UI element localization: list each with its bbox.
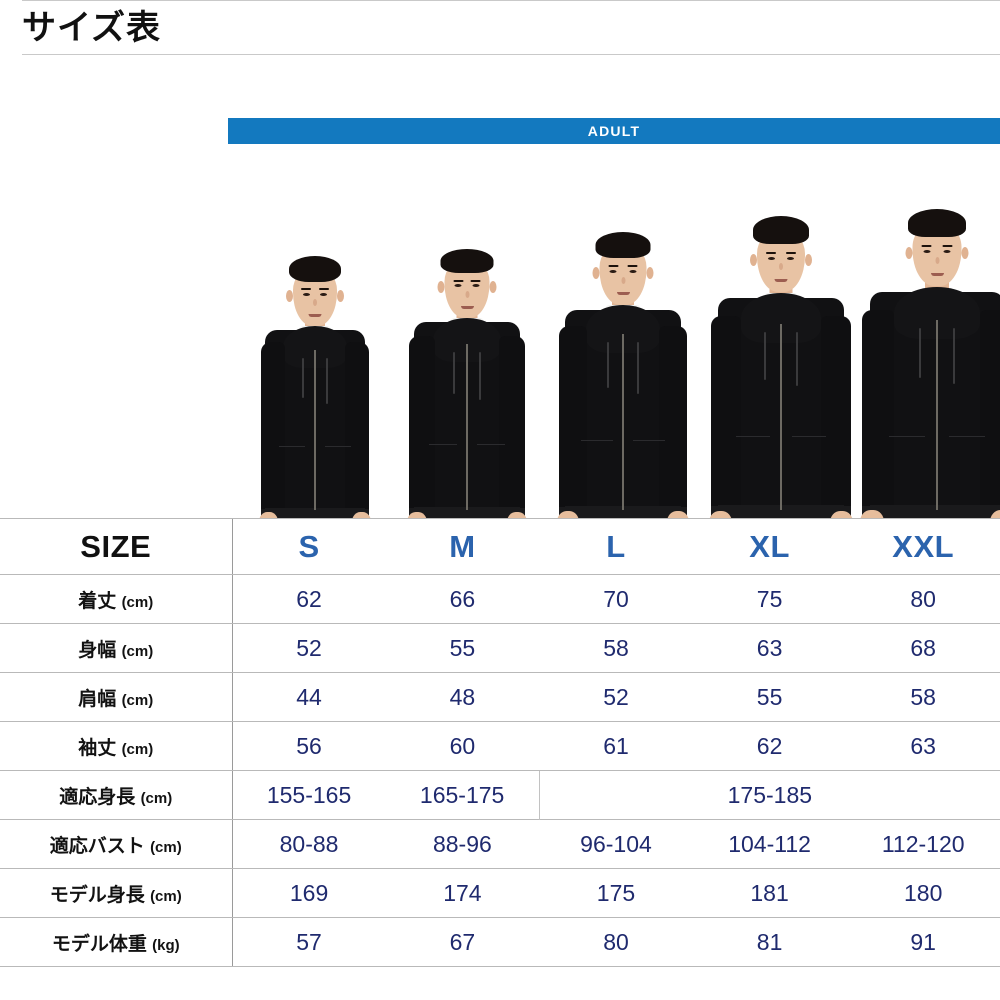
- data-cell: 61: [539, 721, 693, 771]
- row-label-unit: (cm): [150, 887, 182, 905]
- row-label-unit: (cm): [140, 789, 173, 807]
- data-cell: 63: [692, 623, 847, 673]
- row-label-text: モデル身長: [49, 884, 145, 906]
- row-label: 袖丈 (cm): [0, 721, 232, 771]
- row-label-unit: (cm): [121, 691, 154, 709]
- header-cell-s: S: [232, 518, 386, 575]
- header-cell-size: SIZE: [0, 518, 232, 575]
- row-label-text: 肩幅: [78, 688, 117, 710]
- data-cell: 58: [846, 672, 1000, 722]
- data-cell: 58: [539, 623, 693, 673]
- header-cell-l: L: [539, 518, 693, 575]
- header-cell-m: M: [385, 518, 540, 575]
- row-label-text: 着丈: [78, 590, 117, 612]
- data-cell: 155-165: [232, 770, 386, 820]
- table-header-row: SIZE S M L XL XXL: [0, 518, 1000, 575]
- data-cell: 80-88: [232, 819, 386, 869]
- data-cell: 175-185: [538, 770, 1000, 820]
- data-cell: 81: [692, 917, 847, 967]
- data-cell: 180: [846, 868, 1000, 918]
- data-cell: 70: [539, 574, 693, 624]
- data-cell: 80: [846, 574, 1000, 624]
- data-cell: 75: [692, 574, 847, 624]
- data-cell: 62: [232, 574, 386, 624]
- data-cell: 96-104: [539, 819, 693, 869]
- row-label-text: モデル体重: [51, 933, 147, 955]
- page-title: サイズ表: [22, 9, 161, 47]
- table-row: モデル身長 (cm) 169 174 175 181 180: [0, 868, 1000, 918]
- data-cell: 169: [232, 868, 386, 918]
- table-row: 肩幅 (cm) 44 48 52 55 58: [0, 672, 1000, 722]
- table-row: 適応バスト (cm) 80-88 88-96 96-104 104-112 112-120: [0, 819, 1000, 869]
- data-cell: 175: [539, 868, 693, 918]
- adult-banner-label: ADULT: [587, 123, 641, 139]
- row-label: 着丈 (cm): [0, 574, 232, 624]
- data-cell: 52: [539, 672, 693, 722]
- model-photo-xl: [702, 200, 860, 518]
- data-cell: 112-120: [846, 819, 1000, 869]
- row-label-text: 適応バスト: [49, 835, 145, 857]
- data-cell: 48: [385, 672, 540, 722]
- row-label: モデル身長 (cm): [0, 868, 232, 918]
- data-cell: 44: [232, 672, 386, 722]
- model-photo-m: [396, 226, 538, 518]
- data-cell: 66: [385, 574, 540, 624]
- row-label-unit: (cm): [121, 593, 154, 611]
- title-rule-bottom: [22, 54, 1000, 56]
- data-cell: 80: [539, 917, 693, 967]
- data-cell: 104-112: [692, 819, 847, 869]
- table-row: 適応身長 (cm) 155-165 165-175 175-185: [0, 770, 1000, 820]
- data-cell: 63: [846, 721, 1000, 771]
- data-cell: 57: [232, 917, 386, 967]
- row-label-unit: (cm): [121, 642, 154, 660]
- row-label-text: 適応身長: [59, 786, 136, 808]
- row-label-text: 身幅: [78, 639, 117, 661]
- data-cell: 88-96: [385, 819, 540, 869]
- adult-banner: ADULT: [228, 118, 1000, 144]
- table-row: 着丈 (cm) 62 66 70 75 80: [0, 574, 1000, 624]
- title-block: サイズ表: [0, 0, 1000, 56]
- model-photo-xxl: [856, 196, 1000, 518]
- row-label-unit: (cm): [150, 838, 182, 856]
- title-rule-top: [22, 0, 1000, 1]
- model-photo-strip: [228, 150, 1000, 518]
- data-cell: 56: [232, 721, 386, 771]
- data-cell: 91: [846, 917, 1000, 967]
- data-cell: 68: [846, 623, 1000, 673]
- size-table: SIZE S M L XL XXL 着丈 (cm) 62 66 70 75 80 身幅 (cm) 52 55…: [0, 518, 1000, 967]
- header-cell-xxl: XXL: [846, 518, 1000, 575]
- data-cell: 174: [385, 868, 540, 918]
- data-cell: 62: [692, 721, 847, 771]
- data-cell: 67: [385, 917, 540, 967]
- model-photo-s: [246, 238, 384, 518]
- table-row: 身幅 (cm) 52 55 58 63 68: [0, 623, 1000, 673]
- row-label: モデル体重 (kg): [0, 917, 232, 967]
- row-label-text: 袖丈: [78, 737, 117, 759]
- data-cell: 52: [232, 623, 386, 673]
- row-label: 適応バスト (cm): [0, 819, 232, 869]
- data-cell: 55: [385, 623, 540, 673]
- data-cell: 165-175: [385, 770, 540, 820]
- data-cell: 60: [385, 721, 540, 771]
- row-label-unit: (kg): [152, 936, 180, 954]
- table-row: 袖丈 (cm) 56 60 61 62 63: [0, 721, 1000, 771]
- data-cell: 55: [692, 672, 847, 722]
- row-label: 身幅 (cm): [0, 623, 232, 673]
- table-row: モデル体重 (kg) 57 67 80 81 91: [0, 917, 1000, 967]
- row-label-unit: (cm): [121, 740, 154, 758]
- header-cell-xl: XL: [692, 518, 847, 575]
- row-label: 肩幅 (cm): [0, 672, 232, 722]
- row-label: 適応身長 (cm): [0, 770, 232, 820]
- model-photo-l: [548, 212, 698, 518]
- data-cell: 181: [692, 868, 847, 918]
